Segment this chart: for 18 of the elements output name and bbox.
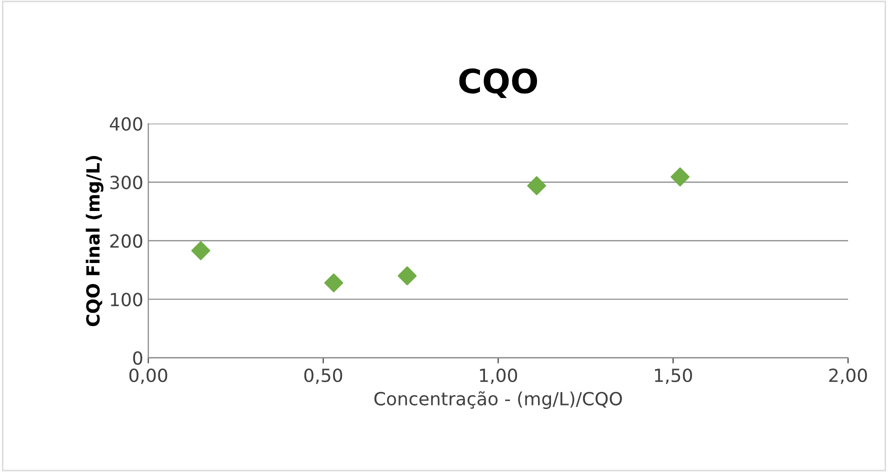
point — [191, 241, 210, 260]
y-axis-title: CQO Final (mg/L) — [86, 156, 104, 326]
point — [527, 176, 546, 196]
x-axis-title: Concentração - (mg/L)/CQO — [374, 391, 622, 410]
x-tick-label: 0,50 — [304, 368, 342, 384]
y-tick-label: 300 — [110, 176, 142, 190]
chart-title: CQO — [459, 68, 538, 98]
point — [324, 273, 344, 292]
y-tick-label: 100 — [110, 292, 142, 306]
y-tick-label: 0 — [133, 351, 142, 365]
x-tick-label: 2,00 — [829, 368, 867, 384]
x-tick-label: 1,00 — [480, 368, 518, 384]
x-tick-label: 1,50 — [654, 368, 692, 384]
point — [670, 167, 690, 186]
point — [398, 266, 417, 286]
x-tick-label: 0,00 — [129, 368, 168, 384]
y-tick-label: 200 — [110, 234, 142, 248]
y-tick-label: 400 — [110, 117, 142, 131]
